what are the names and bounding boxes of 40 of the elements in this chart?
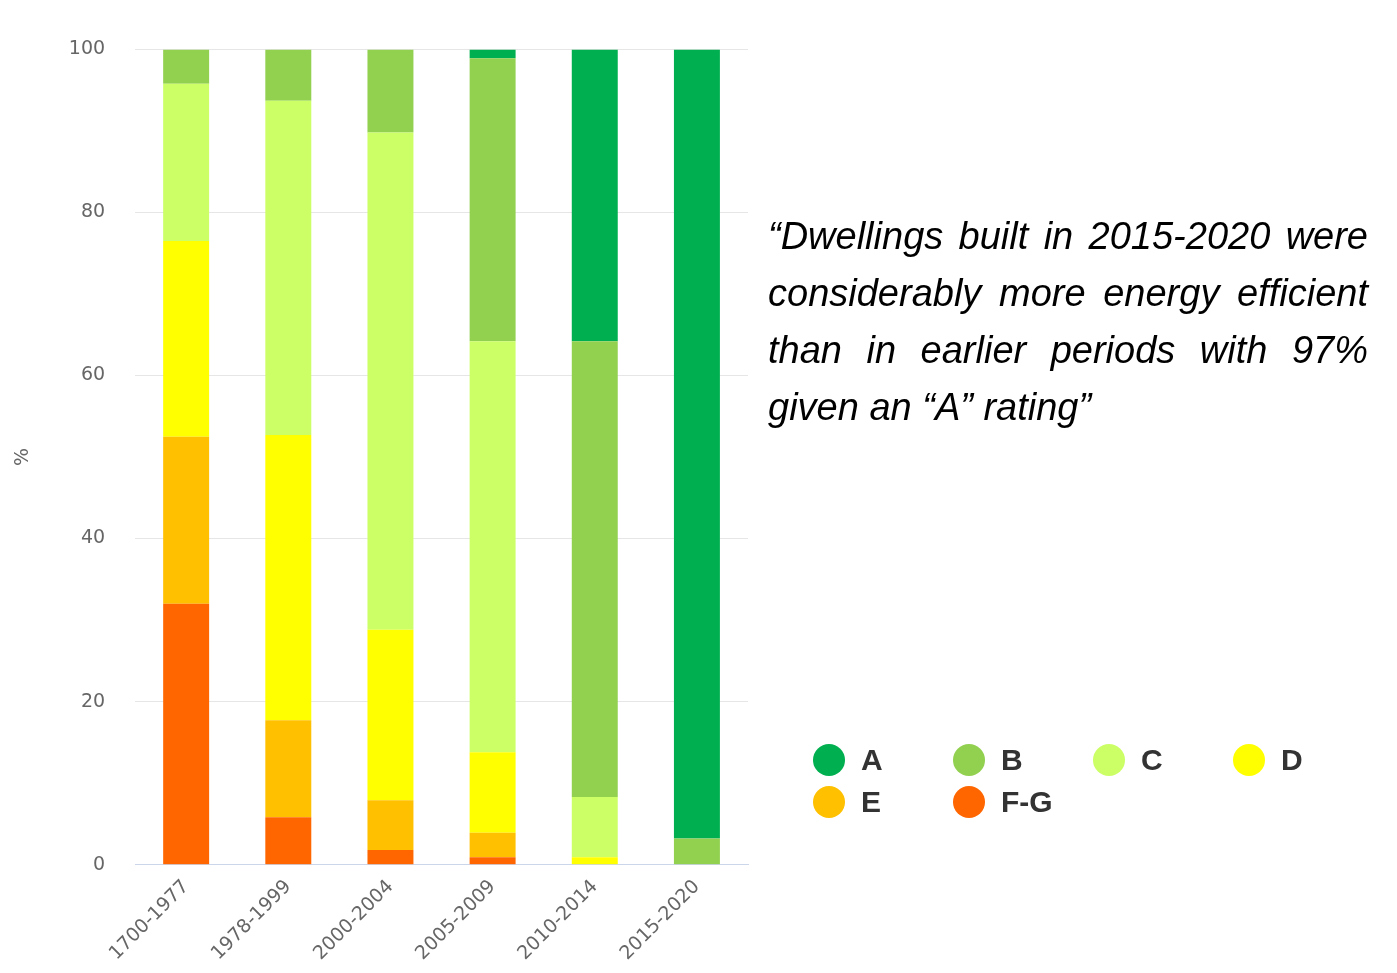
legend-label: C bbox=[1141, 743, 1163, 777]
bar bbox=[265, 720, 312, 818]
legend-label: D bbox=[1281, 743, 1303, 777]
bar bbox=[469, 58, 516, 342]
bar bbox=[367, 849, 414, 865]
bar bbox=[469, 832, 516, 858]
y-tick-label: 100 bbox=[68, 36, 106, 59]
bar bbox=[571, 857, 618, 865]
bar bbox=[673, 49, 720, 839]
y-tick-label: 0 bbox=[92, 851, 106, 874]
y-axis-title: % bbox=[10, 447, 33, 467]
bar bbox=[367, 629, 414, 801]
y-tick-label: 80 bbox=[80, 199, 106, 222]
legend-label: A bbox=[861, 743, 883, 777]
bar bbox=[469, 752, 516, 833]
bar bbox=[571, 796, 618, 858]
bar bbox=[163, 240, 210, 437]
bar bbox=[469, 341, 516, 753]
bar bbox=[673, 838, 720, 865]
bar bbox=[571, 341, 618, 797]
bar bbox=[265, 100, 312, 436]
bar bbox=[367, 800, 414, 850]
bar bbox=[265, 435, 312, 721]
bar bbox=[163, 83, 210, 241]
bar bbox=[571, 49, 618, 342]
legend-label: B bbox=[1001, 743, 1023, 777]
text: “Dwellings built in 2015-2020 were considerably more energy efficient than in earlier periods with 97% given an “A” rating” bbox=[768, 214, 1368, 430]
bar bbox=[469, 857, 516, 865]
bar bbox=[163, 603, 210, 865]
bar bbox=[367, 132, 414, 630]
legend-label: E bbox=[861, 785, 882, 819]
legend-label: F-G bbox=[1001, 785, 1053, 819]
bar bbox=[265, 49, 312, 101]
bar bbox=[163, 49, 210, 84]
y-tick-label: 40 bbox=[80, 525, 106, 548]
y-tick-label: 60 bbox=[80, 362, 106, 385]
bar bbox=[265, 817, 312, 865]
y-tick-label: 20 bbox=[80, 688, 106, 711]
bar bbox=[367, 49, 414, 133]
bar bbox=[163, 436, 210, 604]
